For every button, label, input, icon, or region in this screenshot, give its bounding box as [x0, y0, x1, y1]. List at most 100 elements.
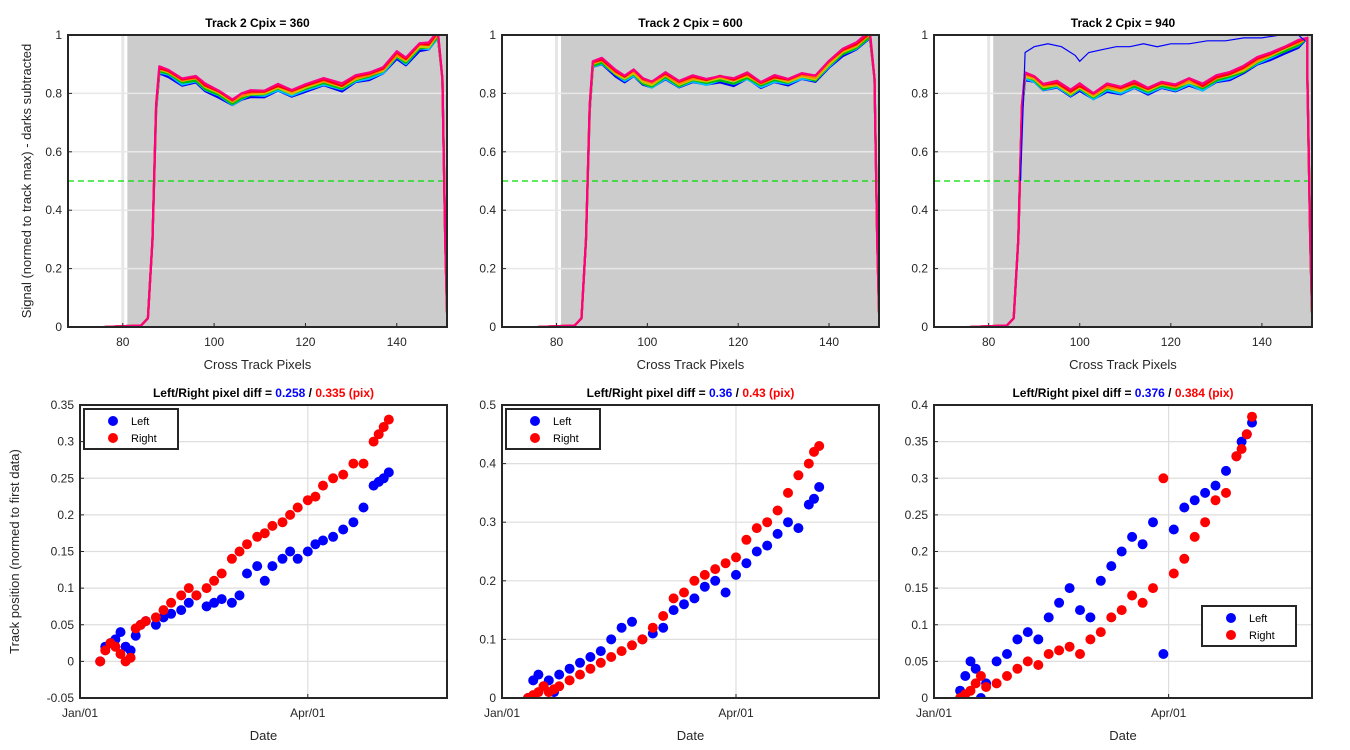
chart-panel-3: 0 0.2 0.4 0.6 0.8 1 80 100 120 140 Cross Track Pix… [911, 16, 1313, 372]
x-tick-label: Apr/01 [718, 706, 754, 720]
data-point-right [741, 534, 752, 545]
x-axis-label: Date [250, 728, 277, 743]
data-point-right [267, 520, 278, 531]
data-point-left [216, 594, 227, 605]
y-tick-label: 0 [489, 691, 496, 705]
data-point-right [1033, 660, 1044, 670]
axes-frame [501, 404, 880, 699]
legend-label-left: Left [131, 416, 149, 428]
data-point-right [1043, 649, 1054, 659]
chart-title: Track 2 Cpix = 940 [1071, 16, 1176, 30]
data-point-right [965, 685, 976, 696]
x-tick-label: 100 [637, 335, 657, 349]
data-point-right [595, 657, 606, 668]
data-point-left [1221, 465, 1231, 476]
data-point-right [209, 575, 220, 586]
x-tick-label: Apr/01 [1151, 706, 1187, 720]
data-point-right [1075, 649, 1085, 659]
data-point-left [252, 561, 263, 572]
y-tick-label: 0.6 [45, 145, 62, 159]
y-tick-label: 0.2 [911, 545, 928, 559]
data-point-right [1241, 429, 1252, 440]
data-point-right [328, 473, 339, 484]
data-point-right [751, 523, 762, 534]
data-point-right [627, 640, 637, 651]
data-point-left [292, 553, 303, 564]
data-point-right [710, 564, 721, 575]
data-point-right [1116, 605, 1127, 616]
data-point-right [647, 622, 658, 633]
data-point-right [140, 616, 151, 627]
data-point-right [1189, 531, 1200, 542]
x-axis-label: Cross Track Pixels [637, 357, 745, 372]
axes-frame [501, 34, 880, 328]
y-tick-label: 0 [55, 320, 62, 334]
y-tick-label: 1 [921, 28, 928, 42]
chart-title: Left/Right pixel diff = 0.376 / 0.384 (p… [1012, 386, 1233, 400]
data-point-right [793, 470, 804, 481]
chart-title: Track 2 Cpix = 600 [638, 16, 743, 30]
data-point-left [338, 524, 349, 535]
data-point-right [658, 611, 669, 621]
x-tick-label: Jan/01 [484, 706, 520, 720]
chart-title: Left/Right pixel diff = 0.36 / 0.43 (pix… [587, 386, 795, 400]
data-point-left [585, 652, 596, 662]
data-point-left [150, 619, 161, 630]
y-tick-label: 0.2 [45, 262, 62, 276]
legend: Left Right [83, 408, 179, 450]
data-point-right [242, 539, 252, 550]
data-point-left [793, 523, 804, 534]
data-point-right [166, 597, 177, 608]
data-point-right [1127, 590, 1138, 601]
data-point-right [585, 663, 596, 674]
data-point-right [772, 505, 783, 516]
data-point-left [731, 569, 741, 580]
data-point-left [658, 622, 669, 633]
data-point-left [741, 558, 752, 569]
data-point-left [710, 575, 721, 586]
data-point-left [201, 601, 212, 612]
data-point-right [981, 682, 992, 692]
legend-marker-right [108, 433, 118, 443]
data-point-right [689, 575, 700, 586]
data-point-right [554, 681, 565, 692]
data-point-right [1002, 671, 1012, 681]
data-point-left [1127, 531, 1138, 542]
data-point-left [242, 568, 252, 579]
y-tick-label: 0 [921, 320, 928, 334]
y-tick-label: 0.15 [51, 545, 75, 559]
data-point-right [731, 552, 741, 563]
y-tick-label: 0.6 [911, 145, 928, 159]
left-diff-value: 0.258 [275, 386, 305, 400]
data-point-right [637, 634, 648, 645]
data-point-right [668, 593, 679, 604]
data-point-left [158, 612, 169, 623]
chart-panel-2: 0 0.2 0.4 0.6 0.8 1 80 100 120 140 Cross Track Pix… [479, 16, 880, 372]
data-point-left [814, 482, 825, 492]
data-point-right [183, 583, 194, 594]
legend-marker-right [530, 433, 540, 443]
data-point-left [751, 546, 762, 557]
chart-panel-5: Left Right 0 0.1 0.2 0.3 0.4 0.5 Jan/01 Apr/01 Dat… [479, 386, 880, 743]
y-tick-label: 0.25 [51, 471, 75, 485]
y-tick-label: 0.3 [911, 471, 928, 485]
data-point-right [575, 669, 585, 680]
data-point-right [358, 458, 369, 469]
title-separator: / [305, 386, 315, 400]
chart-title-text: Left/Right pixel diff = [1012, 386, 1134, 400]
x-tick-label: 140 [387, 335, 407, 349]
y-tick-label: 1 [489, 28, 496, 42]
data-point-left [348, 517, 359, 528]
data-point-left [720, 587, 731, 598]
data-point-left [1179, 502, 1190, 513]
data-point-right [234, 546, 245, 557]
data-point-right [95, 656, 106, 667]
data-point-left [277, 553, 288, 564]
left-diff-value: 0.36 [709, 386, 733, 400]
y-tick-label: 0.5 [479, 398, 496, 412]
chart-panel-6: Left Right 0 0.05 0.1 0.15 0.2 0.25 0.3 0.35 0.4 Ja… [905, 386, 1313, 743]
chart-title-text: Track 2 Cpix = 940 [1071, 16, 1176, 30]
data-point-left [975, 693, 986, 698]
data-point-right [201, 583, 212, 594]
data-point-left [595, 646, 606, 657]
